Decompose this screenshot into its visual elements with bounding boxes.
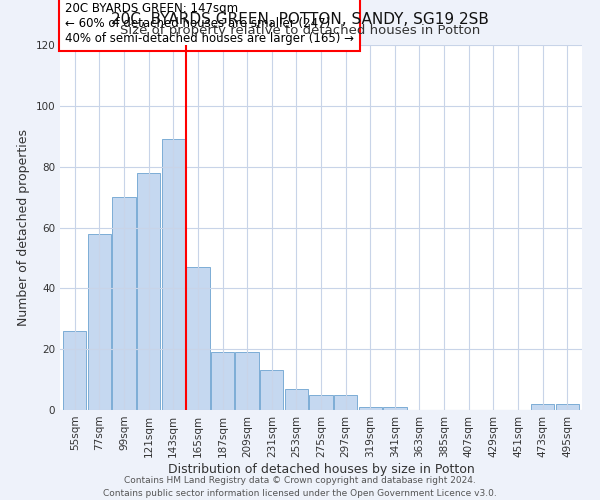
Bar xyxy=(284,388,308,410)
Y-axis label: Number of detached properties: Number of detached properties xyxy=(17,129,30,326)
X-axis label: Distribution of detached houses by size in Potton: Distribution of detached houses by size … xyxy=(167,462,475,475)
Bar xyxy=(63,331,86,410)
Bar xyxy=(383,407,407,410)
Bar xyxy=(531,404,554,410)
Text: Size of property relative to detached houses in Potton: Size of property relative to detached ho… xyxy=(120,24,480,37)
Text: 20C BYARDS GREEN: 147sqm
← 60% of detached houses are smaller (247)
40% of semi-: 20C BYARDS GREEN: 147sqm ← 60% of detach… xyxy=(65,2,354,45)
Bar xyxy=(235,352,259,410)
Bar xyxy=(161,140,185,410)
Bar xyxy=(137,173,160,410)
Text: 20C, BYARDS GREEN, POTTON, SANDY, SG19 2SB: 20C, BYARDS GREEN, POTTON, SANDY, SG19 2… xyxy=(111,12,489,28)
Text: Contains HM Land Registry data © Crown copyright and database right 2024.
Contai: Contains HM Land Registry data © Crown c… xyxy=(103,476,497,498)
Bar xyxy=(186,267,209,410)
Bar xyxy=(112,197,136,410)
Bar xyxy=(334,395,358,410)
Bar xyxy=(211,352,234,410)
Bar xyxy=(556,404,579,410)
Bar xyxy=(88,234,111,410)
Bar xyxy=(310,395,332,410)
Bar xyxy=(260,370,283,410)
Bar xyxy=(359,407,382,410)
